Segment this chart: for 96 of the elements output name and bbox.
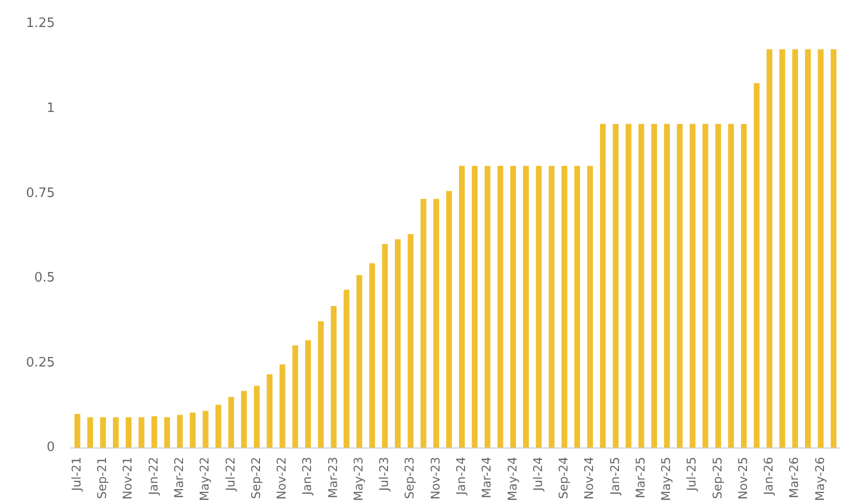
x-tick-label: Nov-21 bbox=[120, 456, 135, 500]
bar bbox=[382, 244, 388, 448]
bar bbox=[446, 191, 452, 448]
bar bbox=[562, 166, 568, 448]
x-tick-label: May-25 bbox=[659, 456, 674, 502]
x-tick-label: Sep-24 bbox=[556, 456, 571, 500]
x-tick-label: Jan-23 bbox=[300, 456, 314, 496]
bar bbox=[202, 410, 208, 448]
bar bbox=[536, 166, 542, 448]
x-tick-label: Jan-22 bbox=[146, 456, 160, 496]
y-tick-label: 0.25 bbox=[26, 355, 55, 370]
bar bbox=[638, 124, 644, 448]
y-tick-label: 1 bbox=[46, 100, 55, 116]
bar bbox=[715, 124, 722, 448]
x-tick-label: May-23 bbox=[351, 456, 366, 502]
bar bbox=[151, 416, 158, 448]
bar bbox=[280, 364, 286, 448]
x-tick-label: Nov-24 bbox=[582, 456, 596, 500]
x-tick-label: Jan-25 bbox=[608, 456, 622, 496]
x-tick-label: May-22 bbox=[198, 456, 212, 502]
bar bbox=[318, 321, 324, 448]
bar bbox=[330, 306, 337, 448]
bar bbox=[574, 166, 580, 448]
bar bbox=[369, 263, 376, 448]
x-tick-label: Mar-22 bbox=[172, 456, 186, 498]
bar bbox=[87, 417, 94, 448]
x-tick-label: Jul-23 bbox=[377, 456, 392, 492]
x-tick-label: Jan-24 bbox=[454, 456, 468, 496]
bar bbox=[408, 234, 414, 448]
x-tick-label: Mar-23 bbox=[326, 456, 340, 498]
bar bbox=[100, 417, 106, 448]
x-tick-label: Sep-22 bbox=[248, 456, 263, 500]
bar bbox=[190, 412, 196, 448]
bar bbox=[548, 166, 554, 448]
x-tick-label: Mar-24 bbox=[480, 456, 494, 498]
bar bbox=[112, 417, 119, 448]
x-tick-label: Jul-24 bbox=[530, 456, 545, 492]
bar bbox=[344, 290, 350, 448]
bar bbox=[587, 166, 593, 448]
bar bbox=[728, 124, 734, 448]
bar bbox=[805, 49, 811, 448]
y-tick-label: 0.5 bbox=[34, 270, 55, 286]
x-tick-label: Jul-25 bbox=[684, 456, 699, 492]
bar bbox=[215, 404, 222, 448]
bar bbox=[740, 124, 747, 448]
x-tick-label: Sep-25 bbox=[710, 456, 724, 500]
x-tick-label: Sep-21 bbox=[95, 456, 110, 500]
bar bbox=[177, 414, 183, 448]
x-tick-label: Mar-25 bbox=[633, 456, 648, 498]
x-tick-label: May-24 bbox=[505, 456, 520, 502]
y-tick-label: 1.25 bbox=[26, 16, 55, 32]
bar bbox=[305, 340, 311, 448]
bar bbox=[690, 124, 696, 448]
x-tick-label: Nov-22 bbox=[274, 456, 289, 500]
bar bbox=[600, 124, 606, 448]
x-tick-label: Jul-21 bbox=[69, 456, 84, 492]
bar bbox=[664, 124, 670, 448]
bar bbox=[497, 166, 504, 448]
bar bbox=[356, 275, 362, 448]
bar bbox=[420, 198, 426, 448]
bar bbox=[292, 345, 298, 448]
bar bbox=[792, 49, 798, 448]
bar bbox=[651, 124, 658, 448]
x-tick-label: Jan-26 bbox=[762, 456, 776, 496]
bar bbox=[676, 124, 683, 448]
x-tick-label: Nov-25 bbox=[736, 456, 750, 500]
bar bbox=[164, 417, 170, 448]
bar bbox=[779, 49, 786, 448]
bar bbox=[818, 49, 824, 448]
x-tick-label: Mar-26 bbox=[787, 456, 802, 498]
y-tick-label: 0 bbox=[46, 440, 55, 456]
bar bbox=[484, 166, 490, 448]
bar bbox=[394, 239, 401, 448]
bar bbox=[241, 390, 247, 448]
bar bbox=[254, 386, 260, 448]
x-tick-label: May-26 bbox=[812, 456, 827, 502]
bar bbox=[702, 124, 708, 448]
bar bbox=[228, 396, 234, 448]
bar bbox=[458, 166, 465, 448]
x-tick-label: Nov-23 bbox=[428, 456, 442, 500]
bar bbox=[510, 166, 516, 448]
bar bbox=[523, 166, 529, 448]
bar bbox=[138, 417, 144, 448]
bar bbox=[472, 166, 478, 448]
bar bbox=[612, 124, 619, 448]
bar bbox=[266, 374, 272, 448]
bar bbox=[754, 83, 760, 448]
bar bbox=[433, 198, 440, 448]
x-tick-label: Sep-23 bbox=[402, 456, 417, 500]
bar bbox=[126, 417, 132, 448]
x-tick-label: Jul-22 bbox=[223, 456, 238, 492]
bar bbox=[626, 124, 632, 448]
bar bbox=[766, 49, 772, 448]
y-tick-label: 0.75 bbox=[26, 186, 55, 201]
bar bbox=[74, 414, 80, 448]
bar bbox=[830, 49, 836, 448]
